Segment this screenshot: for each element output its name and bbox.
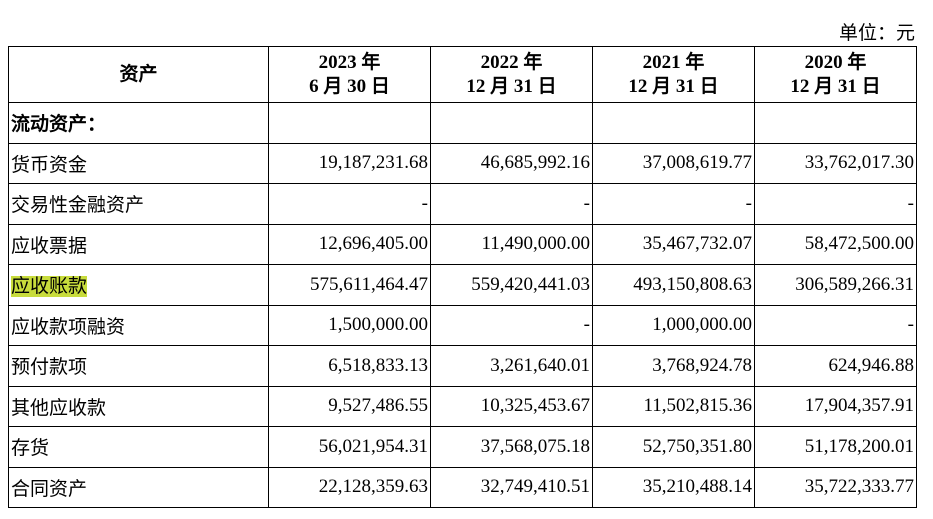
value-cell: 37,008,619.77 — [592, 142, 755, 184]
header-cell: 2020 年 12 月 31 日 — [754, 46, 917, 103]
row-label-text: 应收账款 — [11, 276, 88, 298]
value-cell: 56,021,954.31 — [268, 426, 431, 468]
row-label: 合同资产 — [8, 466, 269, 508]
value-cell — [430, 102, 593, 144]
value-cell: 10,325,453.67 — [430, 385, 593, 427]
header-text: 2023 年 — [318, 51, 381, 73]
value-cell: 12,696,405.00 — [268, 223, 431, 265]
row-label-text: 其他应收款 — [11, 397, 107, 419]
row-label: 流动资产： — [8, 102, 269, 144]
table-row: 其他应收款 9,527,486.55 10,325,453.67 11,502,815… — [8, 385, 917, 427]
value-cell: 3,768,924.78 — [592, 345, 755, 387]
row-label: 应收款项融资 — [8, 304, 269, 346]
row-label-text: 交易性金融资产 — [11, 195, 145, 217]
header-cell: 2021 年 12 月 31 日 — [592, 46, 755, 103]
row-label-text: 流动资产： — [11, 114, 107, 136]
value-cell: 575,611,464.47 — [268, 264, 431, 306]
table-row: 合同资产 22,128,359.63 32,749,410.51 35,210,488… — [8, 466, 917, 508]
value-cell: - — [754, 304, 917, 346]
row-label: 货币资金 — [8, 142, 269, 184]
value-cell: 6,518,833.13 — [268, 345, 431, 387]
value-cell: 306,589,266.31 — [754, 264, 917, 306]
row-label-text: 应收票据 — [11, 235, 88, 257]
value-cell — [592, 102, 755, 144]
row-label-text: 合同资产 — [11, 478, 88, 500]
table-row: 流动资产： — [8, 102, 917, 144]
header-text: 资产 — [119, 63, 158, 85]
value-cell: 19,187,231.68 — [268, 142, 431, 184]
header-cell: 资产 — [8, 46, 269, 103]
row-label: 交易性金融资产 — [8, 183, 269, 225]
value-cell: 37,568,075.18 — [430, 426, 593, 468]
row-label: 应收票据 — [8, 223, 269, 265]
value-cell: 35,722,333.77 — [754, 466, 917, 508]
header-text: 12 月 31 日 — [628, 75, 719, 97]
table-row: 货币资金 19,187,231.68 46,685,992.16 37,008,619… — [8, 142, 917, 184]
row-label: 预付款项 — [8, 345, 269, 387]
value-cell: - — [268, 183, 431, 225]
value-cell: 58,472,500.00 — [754, 223, 917, 265]
header-cell: 2022 年 12 月 31 日 — [430, 46, 593, 103]
row-label: 应收账款 — [8, 264, 269, 306]
value-cell: 33,762,017.30 — [754, 142, 917, 184]
table-row: 存货 56,021,954.31 37,568,075.18 52,750,351.8… — [8, 426, 917, 468]
value-cell: 46,685,992.16 — [430, 142, 593, 184]
value-cell — [268, 102, 431, 144]
table-row: 应收款项融资 1,500,000.00-1,000,000.00- — [8, 304, 917, 346]
value-cell: - — [592, 183, 755, 225]
value-cell: 9,527,486.55 — [268, 385, 431, 427]
header-text: 2021 年 — [642, 51, 705, 73]
row-label-text: 货币资金 — [11, 154, 88, 176]
value-cell: 3,261,640.01 — [430, 345, 593, 387]
value-cell — [754, 102, 917, 144]
value-cell: 51,178,200.01 — [754, 426, 917, 468]
header-text: 2022 年 — [480, 51, 543, 73]
value-cell: 493,150,808.63 — [592, 264, 755, 306]
header-text: 12 月 31 日 — [466, 75, 557, 97]
value-cell: 35,467,732.07 — [592, 223, 755, 265]
row-label: 存货 — [8, 426, 269, 468]
value-cell: 1,500,000.00 — [268, 304, 431, 346]
row-label: 其他应收款 — [8, 385, 269, 427]
value-cell: - — [754, 183, 917, 225]
value-cell: 11,502,815.36 — [592, 385, 755, 427]
value-cell: 35,210,488.14 — [592, 466, 755, 508]
row-label-text: 应收款项融资 — [11, 316, 126, 338]
value-cell: - — [430, 183, 593, 225]
value-cell: 17,904,357.91 — [754, 385, 917, 427]
value-cell: - — [430, 304, 593, 346]
value-cell: 32,749,410.51 — [430, 466, 593, 508]
header-text: 12 月 31 日 — [790, 75, 881, 97]
value-cell: 1,000,000.00 — [592, 304, 755, 346]
table-row: 应收票据 12,696,405.00 11,490,000.00 35,467,732… — [8, 223, 917, 265]
header-text: 2020 年 — [804, 51, 867, 73]
value-cell: 52,750,351.80 — [592, 426, 755, 468]
value-cell: 11,490,000.00 — [430, 223, 593, 265]
table-row: 交易性金融资产 - - - - — [8, 183, 917, 225]
row-label-text: 预付款项 — [11, 357, 88, 379]
unit-label: 单位：元 — [838, 23, 915, 44]
value-cell: 22,128,359.63 — [268, 466, 431, 508]
row-label-text: 存货 — [11, 438, 50, 460]
table-row: 预付款项 6,518,833.13 3,261,640.01 3,768,924.78… — [8, 345, 917, 387]
value-cell: 624,946.88 — [754, 345, 917, 387]
header-text: 6 月 30 日 — [309, 75, 390, 97]
table-row: 应收账款 575,611,464.47 559,420,441.03 493,150,… — [8, 264, 917, 306]
value-cell: 559,420,441.03 — [430, 264, 593, 306]
